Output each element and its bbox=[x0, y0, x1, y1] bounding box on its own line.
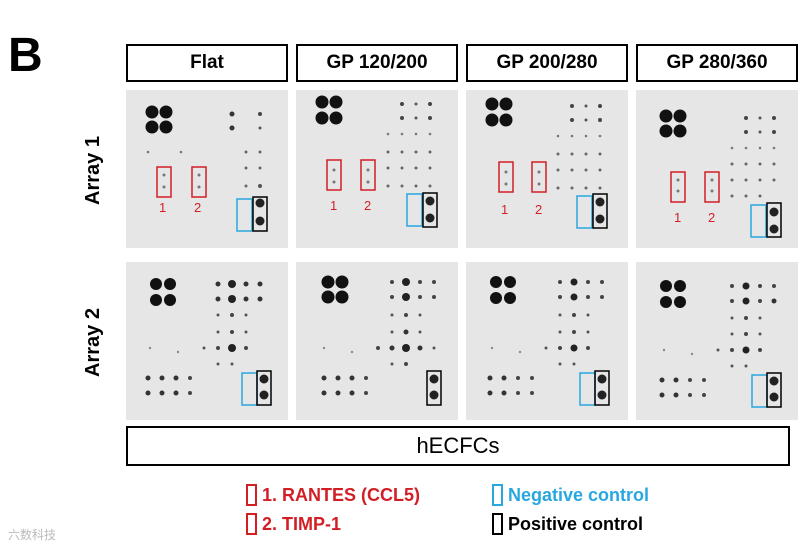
cell-type-label: hECFCs bbox=[126, 426, 790, 466]
blot-label-2: 2 bbox=[708, 210, 716, 225]
column-header-flat: Flat bbox=[126, 44, 288, 82]
blot-label-1: 1 bbox=[330, 198, 338, 213]
blot-array1-flat: 1 2 bbox=[126, 90, 288, 248]
blot-array1-gp-200-280: 1 2 bbox=[466, 90, 628, 248]
blot-label-1: 1 bbox=[674, 210, 682, 225]
blot-array1-gp-120-200: 1 2 bbox=[296, 90, 458, 248]
panel-letter: B bbox=[8, 29, 43, 82]
legend-positive-control-label: Positive control bbox=[508, 513, 644, 534]
blot-array2-gp-280-360 bbox=[636, 262, 798, 420]
legend-timp1-label: 2. TIMP-1 bbox=[262, 513, 342, 534]
blot-array2-gp-120-200 bbox=[296, 262, 458, 420]
legend-negative-control: Negative control bbox=[492, 484, 649, 506]
legend-rantes: 1. RANTES (CCL5) bbox=[246, 484, 420, 506]
legend-rantes-label: 1. RANTES (CCL5) bbox=[262, 484, 421, 505]
column-header-gp-200-280: GP 200/280 bbox=[466, 44, 628, 82]
legend-swatch-black bbox=[492, 513, 503, 535]
legend-timp1: 2. TIMP-1 bbox=[246, 513, 341, 535]
watermark: 六数科技 bbox=[8, 528, 57, 542]
column-header-gp-280-360: GP 280/360 bbox=[636, 44, 798, 82]
legend-negative-control-label: Negative control bbox=[508, 484, 650, 505]
legend-swatch-red bbox=[246, 484, 257, 506]
blot-label-2: 2 bbox=[194, 200, 202, 215]
legend-swatch-red bbox=[246, 513, 257, 535]
blot-array1-gp-280-360: 1 2 bbox=[636, 90, 798, 248]
blot-label-1: 1 bbox=[501, 202, 509, 217]
row-label-array-1: Array 1 bbox=[81, 135, 104, 205]
legend-positive-control: Positive control bbox=[492, 513, 643, 535]
blot-label-2: 2 bbox=[364, 198, 372, 213]
row-label-array-2: Array 2 bbox=[81, 307, 104, 377]
blot-array2-gp-200-280 bbox=[466, 262, 628, 420]
blot-label-1: 1 bbox=[159, 200, 167, 215]
column-header-gp-120-200: GP 120/200 bbox=[296, 44, 458, 82]
blot-label-2: 2 bbox=[535, 202, 543, 217]
blot-array2-flat bbox=[126, 262, 288, 420]
legend-swatch-blue bbox=[492, 484, 503, 506]
